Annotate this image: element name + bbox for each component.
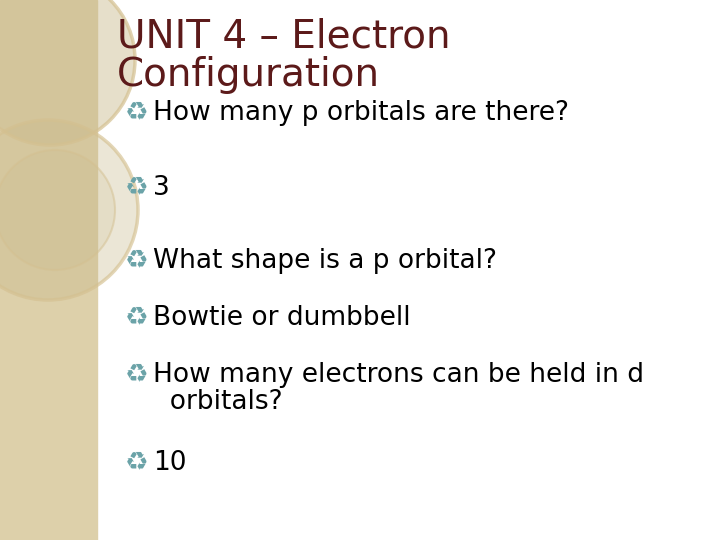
Text: How many electrons can be held in d: How many electrons can be held in d xyxy=(153,362,644,388)
Text: orbitals?: orbitals? xyxy=(153,389,283,415)
Text: Configuration: Configuration xyxy=(117,56,380,94)
Text: Bowtie or dumbbell: Bowtie or dumbbell xyxy=(153,305,411,331)
Circle shape xyxy=(0,120,138,300)
Circle shape xyxy=(0,150,115,270)
Bar xyxy=(0,0,97,540)
Text: 10: 10 xyxy=(153,450,186,476)
Text: ♻: ♻ xyxy=(125,305,149,331)
Text: ♻: ♻ xyxy=(125,100,149,126)
Text: What shape is a p orbital?: What shape is a p orbital? xyxy=(153,248,498,274)
Text: How many p orbitals are there?: How many p orbitals are there? xyxy=(153,100,570,126)
Text: UNIT 4 – Electron: UNIT 4 – Electron xyxy=(117,18,451,56)
Circle shape xyxy=(0,0,135,145)
Text: ♻: ♻ xyxy=(125,362,149,388)
Text: 3: 3 xyxy=(153,175,170,201)
Text: ♻: ♻ xyxy=(125,175,149,201)
Text: ♻: ♻ xyxy=(125,248,149,274)
Text: ♻: ♻ xyxy=(125,450,149,476)
